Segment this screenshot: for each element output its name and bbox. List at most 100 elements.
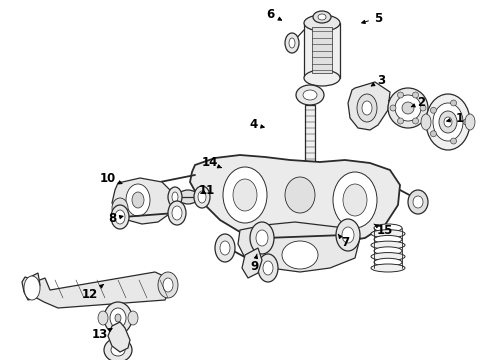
Ellipse shape — [198, 191, 206, 203]
Ellipse shape — [110, 308, 126, 328]
Polygon shape — [238, 222, 360, 272]
Ellipse shape — [317, 215, 331, 225]
Ellipse shape — [128, 311, 138, 325]
Bar — [304, 23, 340, 78]
Bar — [305, 105, 315, 170]
Ellipse shape — [463, 119, 469, 125]
Text: 12: 12 — [82, 284, 103, 302]
Text: 6: 6 — [266, 8, 282, 21]
Ellipse shape — [318, 14, 326, 20]
Ellipse shape — [220, 241, 230, 255]
Ellipse shape — [362, 101, 372, 115]
Ellipse shape — [304, 70, 340, 86]
Polygon shape — [112, 178, 175, 224]
Ellipse shape — [282, 241, 318, 269]
Ellipse shape — [402, 102, 414, 114]
Ellipse shape — [413, 118, 418, 124]
Ellipse shape — [304, 15, 340, 31]
Ellipse shape — [24, 276, 40, 300]
Ellipse shape — [420, 105, 426, 111]
Ellipse shape — [433, 103, 463, 141]
Ellipse shape — [168, 187, 182, 207]
Text: 11: 11 — [199, 184, 215, 198]
Text: 8: 8 — [108, 212, 123, 225]
Polygon shape — [190, 155, 400, 245]
Ellipse shape — [426, 94, 470, 150]
Ellipse shape — [336, 219, 360, 251]
Ellipse shape — [163, 278, 173, 292]
Ellipse shape — [465, 114, 475, 130]
Ellipse shape — [374, 224, 402, 232]
Ellipse shape — [250, 222, 274, 254]
Ellipse shape — [390, 105, 396, 111]
Ellipse shape — [397, 92, 403, 98]
Ellipse shape — [115, 210, 125, 224]
Ellipse shape — [371, 241, 405, 249]
Ellipse shape — [342, 227, 354, 243]
Polygon shape — [108, 322, 130, 352]
Ellipse shape — [413, 196, 423, 208]
Ellipse shape — [233, 179, 257, 211]
Ellipse shape — [421, 114, 431, 130]
Ellipse shape — [333, 172, 377, 228]
Ellipse shape — [135, 182, 155, 208]
Ellipse shape — [413, 92, 418, 98]
Ellipse shape — [357, 94, 377, 122]
Ellipse shape — [451, 100, 457, 106]
Ellipse shape — [289, 38, 295, 48]
Ellipse shape — [303, 90, 317, 100]
Ellipse shape — [374, 247, 402, 255]
Ellipse shape — [115, 314, 121, 322]
Ellipse shape — [371, 264, 405, 272]
Ellipse shape — [289, 215, 303, 225]
Polygon shape — [348, 82, 390, 130]
Ellipse shape — [301, 195, 319, 205]
Ellipse shape — [285, 33, 299, 53]
Polygon shape — [242, 248, 262, 278]
Ellipse shape — [444, 117, 452, 127]
Ellipse shape — [178, 190, 198, 204]
Text: 2: 2 — [411, 96, 425, 109]
Bar — [301, 170, 319, 200]
Ellipse shape — [172, 206, 182, 220]
Ellipse shape — [168, 201, 186, 225]
Ellipse shape — [430, 131, 437, 137]
Ellipse shape — [374, 235, 402, 243]
Ellipse shape — [256, 230, 268, 246]
Ellipse shape — [112, 198, 128, 218]
Text: 4: 4 — [250, 118, 264, 131]
Text: 5: 5 — [362, 12, 382, 24]
Ellipse shape — [439, 111, 457, 133]
Ellipse shape — [263, 261, 273, 275]
Ellipse shape — [111, 205, 129, 229]
Ellipse shape — [296, 85, 324, 105]
Polygon shape — [22, 273, 40, 300]
Text: 13: 13 — [92, 328, 112, 342]
Ellipse shape — [258, 254, 278, 282]
Ellipse shape — [132, 192, 144, 208]
Text: 1: 1 — [447, 112, 464, 125]
Ellipse shape — [397, 118, 403, 124]
Ellipse shape — [408, 190, 428, 214]
Ellipse shape — [215, 234, 235, 262]
Text: 3: 3 — [371, 73, 385, 86]
Ellipse shape — [172, 192, 178, 202]
Ellipse shape — [388, 88, 428, 128]
Ellipse shape — [223, 167, 267, 223]
Ellipse shape — [313, 11, 331, 23]
Ellipse shape — [371, 230, 405, 238]
Ellipse shape — [194, 186, 210, 208]
Ellipse shape — [374, 258, 402, 266]
Ellipse shape — [371, 253, 405, 261]
Ellipse shape — [126, 184, 150, 216]
Text: 15: 15 — [374, 224, 393, 238]
Text: 9: 9 — [250, 254, 258, 273]
Ellipse shape — [104, 302, 132, 334]
Text: 10: 10 — [100, 171, 122, 184]
Ellipse shape — [285, 177, 315, 213]
Ellipse shape — [104, 338, 132, 360]
Bar — [312, 27, 332, 73]
Ellipse shape — [430, 107, 437, 113]
Text: 7: 7 — [338, 234, 349, 249]
Polygon shape — [32, 272, 170, 308]
